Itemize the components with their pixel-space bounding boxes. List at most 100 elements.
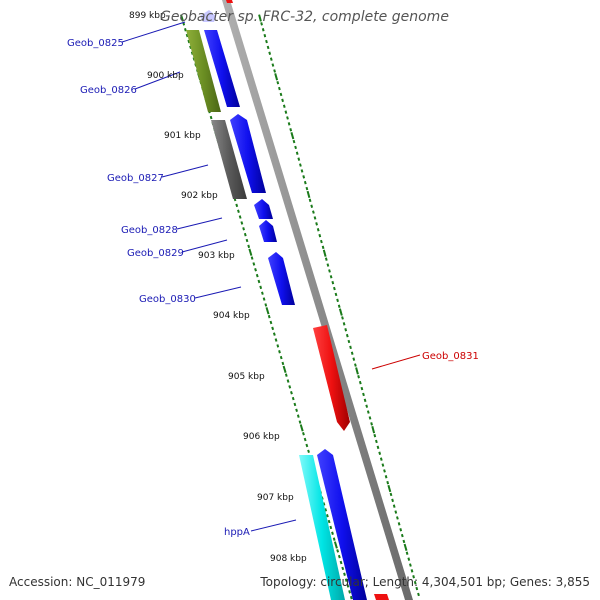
plus-strand-tick — [417, 592, 420, 597]
plus-strand-tick — [306, 190, 311, 199]
gene-label-geob0830[interactable]: Geob_0830 — [139, 294, 196, 305]
plus-strand-tick — [268, 51, 272, 55]
gene-feature-geob0828[interactable] — [254, 199, 273, 219]
plus-strand-tick — [302, 175, 306, 179]
gene-label-geob0829[interactable]: Geob_0829 — [127, 248, 184, 259]
plus-strand-tick — [384, 475, 388, 479]
minus-strand-tick — [264, 303, 268, 307]
plus-strand-tick — [315, 222, 318, 226]
plus-strand-tick — [352, 357, 356, 361]
plus-strand-tick — [318, 233, 322, 238]
gene-feature-geob0827-a[interactable] — [211, 120, 247, 199]
kbp-label: 904 kbp — [213, 311, 250, 321]
minus-strand-tick — [189, 45, 192, 49]
minus-strand-tick — [187, 39, 191, 44]
plus-strand-tick — [333, 286, 336, 291]
plus-strand-tick — [370, 422, 373, 426]
kbp-label: 903 kbp — [198, 251, 235, 261]
gene-feature-geob0827-b[interactable] — [230, 114, 266, 193]
minus-strand-tick — [237, 209, 240, 213]
plus-strand-tick — [337, 304, 341, 308]
plus-strand-tick — [336, 298, 339, 303]
plus-strand-tick — [365, 404, 369, 408]
minus-strand-tick — [339, 560, 343, 565]
minus-strand-tick — [322, 502, 326, 506]
plus-strand-tick — [278, 86, 281, 91]
minus-strand-tick — [290, 391, 293, 395]
minus-strand-tick — [265, 307, 270, 315]
minus-strand-tick — [332, 537, 336, 541]
gene-feature-hppa[interactable] — [299, 455, 345, 600]
plus-strand-tick — [387, 484, 392, 493]
minus-strand-tick — [276, 344, 280, 348]
kbp-label: 905 kbp — [228, 372, 265, 382]
leader-geob0829 — [181, 239, 228, 253]
plus-strand-tick — [368, 416, 372, 420]
minus-strand-tick — [255, 273, 259, 278]
minus-strand-tick — [281, 361, 285, 366]
plus-strand-tick — [410, 569, 414, 573]
gene-feature-geob0829[interactable] — [259, 220, 277, 242]
plus-strand-tick — [376, 445, 380, 450]
leader-geob0831 — [371, 354, 421, 370]
gene-label-geob0826[interactable]: Geob_0826 — [80, 85, 137, 96]
leader-geob0828 — [176, 217, 223, 230]
gene-feature-geob0825[interactable] — [186, 30, 221, 112]
plus-strand-tick — [363, 398, 367, 403]
plus-strand-tick — [386, 480, 390, 485]
minus-strand-tick — [240, 221, 244, 225]
minus-strand-tick — [293, 402, 297, 407]
minus-strand-tick — [348, 590, 351, 594]
plus-strand-tick — [279, 92, 283, 97]
gene-label-geob0827[interactable]: Geob_0827 — [107, 173, 164, 184]
minus-strand-tick — [259, 285, 263, 290]
plus-strand-tick — [394, 510, 398, 514]
gene-feature-geob0826[interactable] — [204, 30, 240, 107]
plus-strand-tick — [273, 69, 276, 73]
plus-strand-tick — [326, 263, 330, 267]
plus-strand-tick — [342, 322, 346, 326]
gene-feature-geob0830[interactable] — [268, 252, 295, 305]
plus-strand-tick — [331, 280, 335, 285]
plus-strand-tick — [313, 216, 317, 220]
gene-label-hppa[interactable]: hppA — [224, 527, 250, 538]
minus-strand-tick — [238, 215, 242, 219]
gene-feature-top-lavender[interactable] — [200, 10, 216, 22]
gene-label-geob0831[interactable]: Geob_0831 — [422, 351, 479, 362]
plus-strand-tick — [316, 228, 320, 232]
gene-label-geob0828[interactable]: Geob_0828 — [121, 225, 178, 236]
kbp-label: 899 kbp — [129, 11, 166, 21]
plus-strand-tick — [289, 128, 293, 132]
minus-strand-tick — [324, 508, 328, 512]
plus-strand-tick — [396, 516, 399, 520]
minus-strand-tick — [336, 549, 340, 553]
plus-strand-tick — [294, 145, 297, 150]
plus-strand-tick — [358, 380, 362, 385]
genome-backbone — [222, 0, 413, 600]
leader-geob0825 — [121, 21, 186, 43]
leader-geob0830 — [194, 286, 242, 299]
plus-strand-tick — [281, 98, 284, 103]
plus-strand-tick — [310, 204, 314, 208]
plus-strand-tick — [338, 308, 343, 316]
minus-strand-tick — [185, 33, 189, 38]
minus-strand-tick — [279, 355, 283, 360]
plus-strand-tick — [266, 45, 270, 50]
minus-strand-tick — [245, 238, 249, 243]
plus-strand-tick — [415, 586, 419, 591]
gene-feature-top-red[interactable] — [226, 0, 233, 3]
gene-feature-geob0831[interactable] — [313, 325, 350, 431]
minus-strand-tick — [349, 595, 353, 600]
minus-strand-tick — [248, 248, 253, 256]
minus-strand-tick — [247, 244, 251, 249]
plus-strand-tick — [334, 292, 338, 297]
gene-feature-hppa-b[interactable] — [317, 449, 367, 600]
kbp-label: 901 kbp — [164, 131, 201, 141]
minus-strand-tick — [326, 514, 329, 518]
gene-label-geob0825[interactable]: Geob_0825 — [67, 38, 124, 49]
gene-feature-bottom-red[interactable] — [374, 594, 389, 600]
plus-strand-tick — [349, 345, 352, 350]
kbp-label: 902 kbp — [181, 191, 218, 201]
plus-strand-tick — [329, 275, 333, 279]
plus-strand-tick — [381, 463, 385, 467]
